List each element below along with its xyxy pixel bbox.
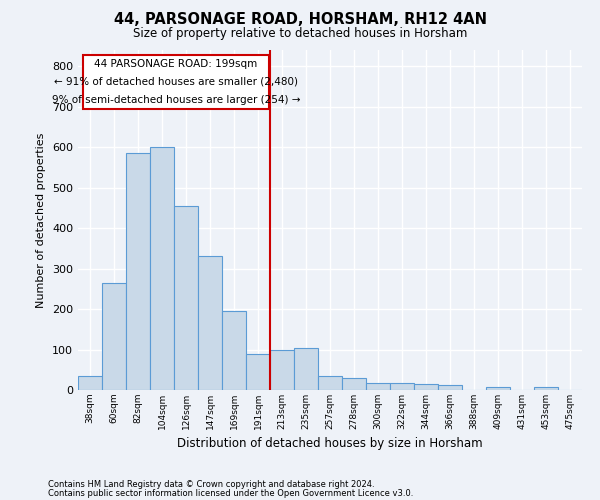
Bar xyxy=(318,376,342,390)
Y-axis label: Number of detached properties: Number of detached properties xyxy=(37,132,46,308)
Bar xyxy=(270,350,294,390)
Text: 44, PARSONAGE ROAD, HORSHAM, RH12 4AN: 44, PARSONAGE ROAD, HORSHAM, RH12 4AN xyxy=(113,12,487,28)
Bar xyxy=(342,378,366,390)
Text: Contains HM Land Registry data © Crown copyright and database right 2024.: Contains HM Land Registry data © Crown c… xyxy=(48,480,374,489)
Bar xyxy=(534,387,558,390)
Bar xyxy=(198,256,222,390)
Text: 44 PARSONAGE ROAD: 199sqm: 44 PARSONAGE ROAD: 199sqm xyxy=(94,59,257,69)
Bar xyxy=(78,376,102,390)
Text: 9% of semi-detached houses are larger (254) →: 9% of semi-detached houses are larger (2… xyxy=(52,94,300,104)
Bar xyxy=(246,354,270,390)
Bar xyxy=(294,348,318,390)
FancyBboxPatch shape xyxy=(83,55,269,108)
Bar xyxy=(126,153,150,390)
Bar xyxy=(390,383,414,390)
Text: Contains public sector information licensed under the Open Government Licence v3: Contains public sector information licen… xyxy=(48,489,413,498)
Bar xyxy=(414,384,438,390)
Bar xyxy=(486,387,510,390)
X-axis label: Distribution of detached houses by size in Horsham: Distribution of detached houses by size … xyxy=(177,438,483,450)
Bar xyxy=(174,206,198,390)
Bar xyxy=(366,382,390,390)
Bar xyxy=(222,311,246,390)
Bar xyxy=(150,147,174,390)
Bar xyxy=(102,282,126,390)
Bar xyxy=(438,385,462,390)
Text: ← 91% of detached houses are smaller (2,480): ← 91% of detached houses are smaller (2,… xyxy=(54,77,298,87)
Text: Size of property relative to detached houses in Horsham: Size of property relative to detached ho… xyxy=(133,28,467,40)
